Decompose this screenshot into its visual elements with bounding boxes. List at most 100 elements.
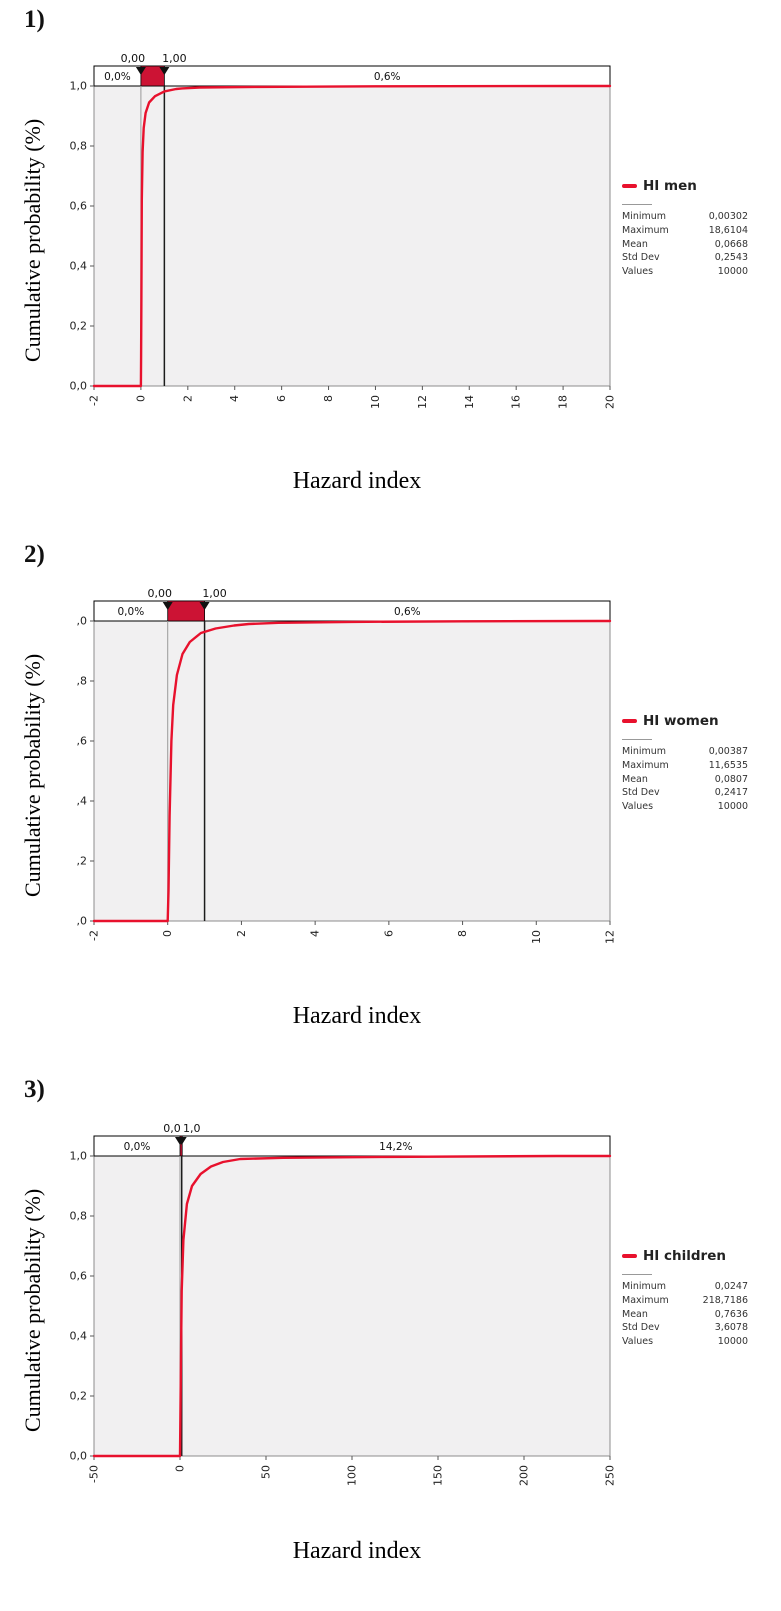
- svg-text:0,0%: 0,0%: [118, 606, 145, 618]
- svg-text:2: 2: [235, 930, 248, 937]
- svg-text:,4: ,4: [77, 795, 88, 808]
- stat-label: Mean: [622, 238, 648, 250]
- svg-text:-50: -50: [88, 1465, 101, 1483]
- svg-text:150: 150: [432, 1465, 445, 1486]
- stat-value: 0,2543: [714, 252, 748, 264]
- stat-value: 10000: [717, 266, 748, 278]
- svg-text:1,00: 1,00: [202, 587, 227, 600]
- stat-row: Maximum 218,7186: [622, 1294, 748, 1308]
- svg-text:0,6: 0,6: [70, 1270, 88, 1283]
- svg-text:0,8: 0,8: [70, 140, 88, 153]
- stat-row: Maximum 18,6104: [622, 224, 748, 238]
- svg-text:8: 8: [456, 930, 469, 937]
- svg-text:1,0: 1,0: [70, 1150, 88, 1163]
- svg-text:,8: ,8: [77, 675, 88, 688]
- stat-value: 0,00302: [708, 211, 748, 222]
- panel-number: 3): [24, 1076, 45, 1103]
- stat-row: Minimum 0,00302: [622, 210, 748, 224]
- svg-text:0: 0: [134, 395, 147, 402]
- y-axis-label: Cumulative probability (%): [20, 118, 45, 362]
- legend: HI children: [622, 1248, 764, 1264]
- svg-text:50: 50: [260, 1465, 273, 1479]
- stat-value: 0,7636: [714, 1308, 748, 1320]
- x-axis-label: Hazard index: [292, 1003, 422, 1029]
- cumulative-probability-chart: 0,00 1,00 0,0% 0,6% ,0,8,6,4,2,0 -2 0 2 4 6 8 10 12: [48, 585, 620, 989]
- panel-number: 1): [24, 6, 45, 33]
- stat-label: Minimum: [622, 211, 667, 222]
- stat-value: 11,6535: [708, 759, 748, 771]
- svg-text:-2: -2: [88, 395, 101, 406]
- svg-text:20: 20: [604, 395, 617, 409]
- stat-label: Maximum: [622, 224, 669, 236]
- panel-3: 3) Cumulative probability (%) 0,0 1,0 0,0%…: [18, 1076, 781, 1565]
- stat-value: 0,0807: [714, 773, 748, 785]
- svg-text:1,00: 1,00: [162, 52, 187, 65]
- stat-value: 0,0247: [714, 1281, 748, 1292]
- svg-text:0,6%: 0,6%: [374, 71, 401, 83]
- stat-row: Mean 0,0807: [622, 773, 748, 787]
- y-axis-label: Cumulative probability (%): [20, 653, 45, 897]
- svg-text:4: 4: [228, 395, 241, 402]
- svg-text:0,0: 0,0: [70, 1450, 88, 1463]
- panel-2: 2) Cumulative probability (%) 0,00 1,00 0,…: [18, 541, 781, 1030]
- svg-text:0,2: 0,2: [70, 320, 88, 333]
- svg-text:10: 10: [530, 930, 543, 944]
- svg-text:250: 250: [604, 1465, 617, 1486]
- svg-text:0,6%: 0,6%: [394, 606, 421, 618]
- svg-text:0,00: 0,00: [121, 52, 146, 65]
- svg-text:0,8: 0,8: [70, 1210, 88, 1223]
- stat-label: Std Dev: [622, 1322, 660, 1334]
- legend-line-icon: [622, 1254, 637, 1258]
- figure-page: 1) Cumulative probability (%) 0,00 1,00 0,…: [18, 6, 781, 1565]
- stat-row: Std Dev 0,2543: [622, 251, 748, 265]
- stats-table: Minimum 0,0247 Maximum 218,7186 Mean 0,7636 St…: [622, 1274, 748, 1349]
- svg-text:10: 10: [369, 395, 382, 409]
- svg-text:6: 6: [382, 930, 395, 937]
- legend: HI women: [622, 713, 764, 729]
- stat-label: Std Dev: [622, 252, 660, 264]
- stat-label: Maximum: [622, 1294, 669, 1306]
- stat-label: Std Dev: [622, 787, 660, 799]
- stat-label: Minimum: [622, 1281, 667, 1292]
- stat-row: Values 10000: [622, 800, 748, 814]
- cdf-svg: 0,00 1,00 0,0% 0,6% 1,0 0,8 0,6 0,4 0,2 0,0-2 0 2 4 6…: [70, 52, 617, 409]
- svg-text:0,0%: 0,0%: [124, 1141, 151, 1153]
- svg-text:0: 0: [174, 1465, 187, 1472]
- stats-divider: [622, 204, 652, 205]
- legend-line-icon: [622, 184, 637, 188]
- svg-text:100: 100: [346, 1465, 359, 1486]
- svg-text:,6: ,6: [77, 735, 88, 748]
- svg-text:0,00: 0,00: [147, 587, 172, 600]
- chart-side-panel: HI men Minimum 0,00302 Maximum 18,6104 Mean 0…: [622, 50, 764, 279]
- svg-text:0: 0: [161, 930, 174, 937]
- x-axis-label: Hazard index: [292, 468, 422, 494]
- stat-value: 0,2417: [714, 787, 748, 799]
- cdf-svg: 0,0 1,00,0% 14,2%1,00,80,60,40,20,0-50 0 50 1…: [70, 1122, 617, 1486]
- panel-1: 1) Cumulative probability (%) 0,00 1,00 0,…: [18, 6, 781, 495]
- chart-side-panel: HI children Minimum 0,0247 Maximum 218,7186…: [622, 1120, 764, 1349]
- stat-value: 18,6104: [708, 224, 748, 236]
- stats-table: Minimum 0,00302 Maximum 18,6104 Mean 0,0668 St…: [622, 204, 748, 279]
- stat-value: 0,00387: [708, 746, 748, 757]
- stats-table: Minimum 0,00387 Maximum 11,6535 Mean 0,0807 St…: [622, 739, 748, 814]
- stat-row: Std Dev 0,2417: [622, 786, 748, 800]
- legend: HI men: [622, 178, 764, 194]
- svg-text:0,2: 0,2: [70, 1390, 88, 1403]
- svg-text:12: 12: [416, 395, 429, 409]
- stat-row: Minimum 0,0247: [622, 1280, 748, 1294]
- stat-label: Values: [622, 801, 654, 813]
- svg-text:6: 6: [275, 395, 288, 402]
- stat-label: Values: [622, 266, 654, 278]
- svg-text:1,0: 1,0: [183, 1122, 201, 1135]
- stat-value: 10000: [717, 801, 748, 813]
- stat-label: Maximum: [622, 759, 669, 771]
- svg-text:0,0: 0,0: [163, 1122, 181, 1135]
- svg-text:1,0: 1,0: [70, 80, 88, 93]
- svg-text:0,0: 0,0: [70, 380, 88, 393]
- svg-text:0,4: 0,4: [70, 260, 88, 273]
- stat-row: Std Dev 3,6078: [622, 1321, 748, 1335]
- svg-text:0,0%: 0,0%: [104, 71, 131, 83]
- svg-text:16: 16: [510, 395, 523, 409]
- svg-text:200: 200: [518, 1465, 531, 1486]
- stat-row: Minimum 0,00387: [622, 745, 748, 759]
